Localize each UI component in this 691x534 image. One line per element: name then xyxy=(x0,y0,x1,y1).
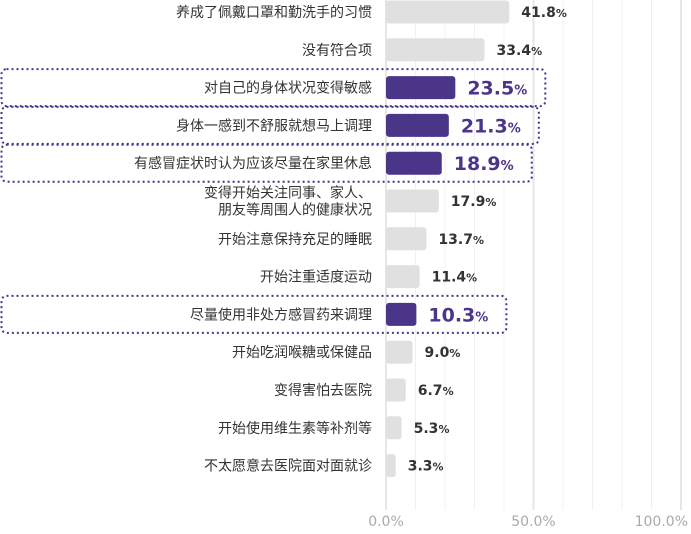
category-label-11: 开始使用维生素等补剂等 xyxy=(218,420,372,437)
category-label-0: 养成了佩戴口罩和勤洗手的习惯 xyxy=(176,4,372,21)
bar-8 xyxy=(386,302,417,326)
category-label-10: 变得害怕去医院 xyxy=(274,382,372,399)
highlight-frame-8 xyxy=(0,294,508,334)
category-label-12: 不太愿意去医院面对面就诊 xyxy=(204,458,372,475)
category-label-5-line-1: 朋友等周围人的健康状况 xyxy=(218,202,372,219)
bar-0 xyxy=(386,0,510,24)
category-label-7: 开始注重适度运动 xyxy=(260,270,372,286)
category-label-2: 对自己的身体状况变得敏感 xyxy=(204,80,372,97)
bar-6 xyxy=(386,227,427,251)
bar-10 xyxy=(386,378,406,402)
category-label-4: 有感冒症状时认为应该尽量在家里休息 xyxy=(134,155,372,172)
value-label-10: 6.7% xyxy=(418,383,454,399)
category-label-8: 尽量使用非处方感冒药来调理 xyxy=(190,306,372,323)
bar-9 xyxy=(386,340,413,364)
bar-2 xyxy=(386,76,456,100)
value-label-5: 17.9% xyxy=(451,194,497,210)
x-tick-label-1: 50.0% xyxy=(511,514,555,530)
bar-11 xyxy=(386,416,402,440)
highlight-frame-4 xyxy=(0,143,533,183)
x-tick-label-0: 0.0% xyxy=(368,514,404,530)
value-label-12: 3.3% xyxy=(408,459,444,475)
value-label-4: 18.9% xyxy=(454,153,514,175)
category-label-5-line-0: 变得开始关注同事、家人、 xyxy=(204,185,372,202)
value-label-8: 10.3% xyxy=(428,304,488,326)
category-label-6: 开始注意保持充足的睡眠 xyxy=(218,231,372,248)
bar-12 xyxy=(386,454,396,478)
category-label-3: 身体一感到不舒服就想马上调理 xyxy=(176,117,372,134)
value-label-11: 5.3% xyxy=(414,421,450,437)
bar-1 xyxy=(386,38,485,62)
highlight-frame-2 xyxy=(0,68,547,108)
category-label-1: 没有符合项 xyxy=(302,43,372,59)
value-label-9: 9.0% xyxy=(425,345,461,361)
bar-3 xyxy=(386,113,449,137)
value-label-0: 41.8% xyxy=(521,5,567,21)
x-tick-label-2: 100.0% xyxy=(635,514,688,530)
bar-4 xyxy=(386,151,442,175)
value-label-2: 23.5% xyxy=(467,78,527,100)
category-label-9: 开始吃润喉糖或保健品 xyxy=(232,345,372,361)
bar-5 xyxy=(386,189,439,213)
value-label-3: 21.3% xyxy=(461,115,521,137)
value-label-6: 13.7% xyxy=(438,232,484,248)
value-label-7: 11.4% xyxy=(432,270,478,286)
value-label-1: 33.4% xyxy=(497,43,543,59)
bar-7 xyxy=(386,265,420,289)
